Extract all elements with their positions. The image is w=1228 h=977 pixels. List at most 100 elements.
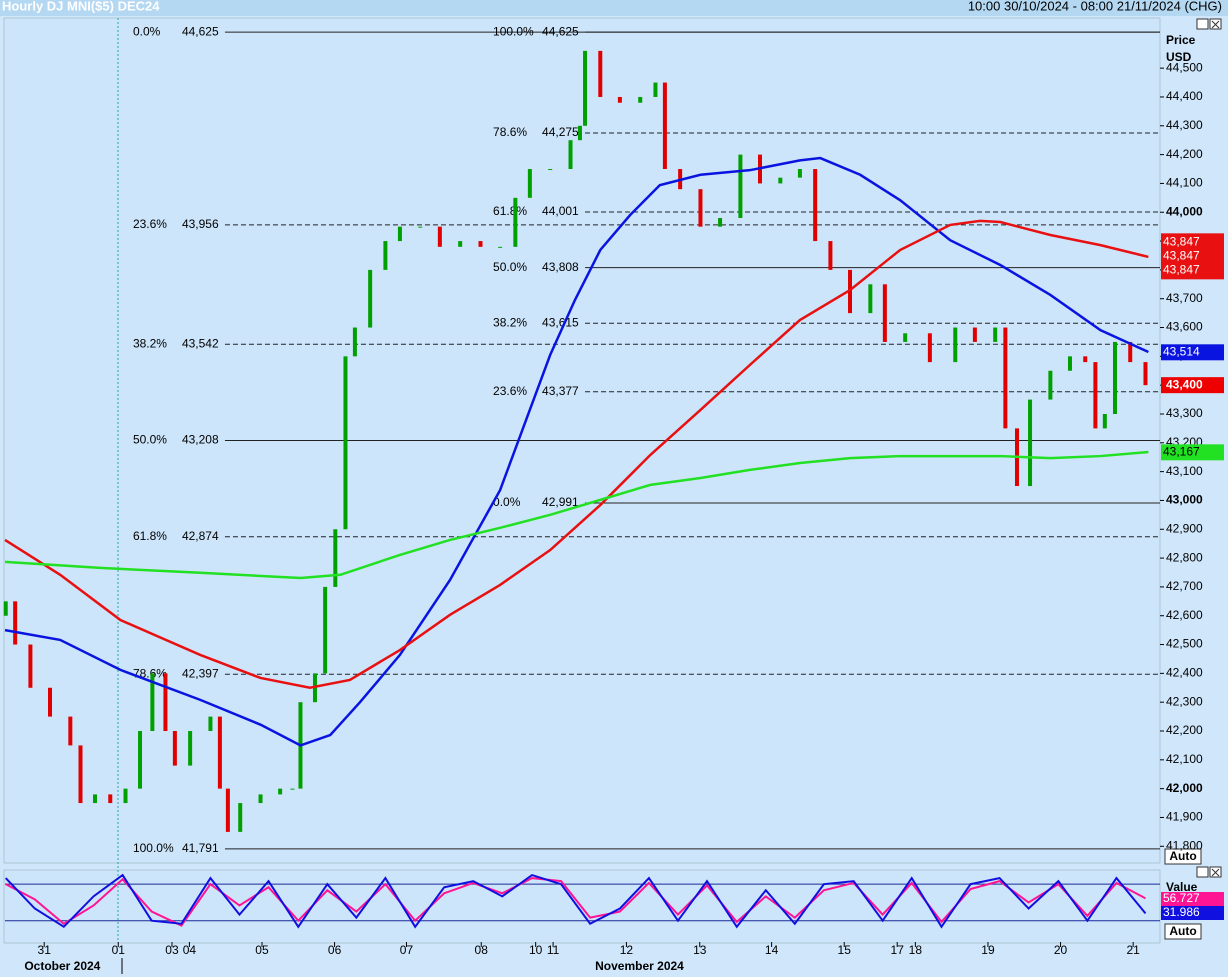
candle [662,82,667,170]
y-tick-label: 42,900 [1166,521,1203,535]
candle [813,169,818,242]
candle [68,716,73,746]
fib-percent: 50.0% [493,260,527,274]
y-tick-label: 44,500 [1166,60,1203,74]
candle [1067,356,1072,371]
fib-percent: 50.0% [133,433,167,447]
oscillator-line [5,873,1147,929]
candle [568,140,573,170]
fib-value: 41,791 [182,841,219,855]
candle [208,716,213,732]
auto-button[interactable] [1164,923,1202,940]
restore-button[interactable] [1196,18,1209,30]
fib-value: 43,615 [542,315,579,329]
fib-percent: 100.0% [133,841,174,855]
ma-value-label: 43,847 [1163,235,1200,249]
x-tick-label: 01 [112,943,126,957]
candle [163,673,168,732]
auto-label[interactable]: Auto [1169,924,1196,938]
candle [903,333,908,342]
ma-value-label: 43,514 [1163,344,1200,358]
y-tick-label: 44,300 [1166,118,1203,132]
candle [290,788,295,790]
ma-value-label: 43,847 [1163,263,1200,277]
fib-percent: 0.0% [133,24,161,38]
candle [868,284,873,314]
candle [138,731,143,789]
x-tick-label: 06 [328,943,342,957]
close-icon [1211,868,1220,877]
candle [383,241,388,270]
window-buttons[interactable] [1196,18,1222,878]
candle [188,731,193,766]
candle [172,731,177,766]
candle [150,673,155,732]
auto-label[interactable]: Auto [1169,849,1196,863]
x-tick-label: 14 [765,943,779,957]
close-icon [1211,20,1220,29]
candle [548,169,553,171]
x-tick-label: 15 [838,943,852,957]
x-tick-label: 13 [693,943,707,957]
candle [1143,362,1148,386]
restore-button[interactable] [1196,866,1209,878]
candle [617,96,622,103]
x-tick-label: 11 [547,943,560,957]
candle [583,50,588,126]
y-tick-label: 43,300 [1166,406,1203,420]
candle [368,269,373,328]
y-tick-label: 42,500 [1166,637,1203,651]
y-tick-label: 42,400 [1166,666,1203,680]
fib-percent: 38.2% [133,336,167,350]
value-title: Value [1166,880,1198,894]
ma-value-box [1161,233,1224,280]
candle [13,601,18,645]
candle [78,745,83,804]
oscillator-value-label: 31.986 [1163,905,1200,919]
fib-value: 44,625 [182,24,219,38]
moving-average [4,450,1149,580]
x-tick-label: 07 [400,943,414,957]
y-tick-label: 44,000 [1166,204,1203,218]
fib-value: 43,808 [542,260,579,274]
y-tick-label: 42,100 [1166,752,1203,766]
candle [48,687,53,717]
candle [478,241,483,247]
candle [498,246,503,248]
fib-percent: 61.8% [493,204,527,218]
last-price-label: 43,400 [1166,377,1203,391]
x-tick-label: 17 [891,943,905,957]
fib-value: 43,208 [182,433,219,447]
fib-percent: 23.6% [493,384,527,398]
y-tick-label: 44,200 [1166,147,1203,161]
y-tick-label: 42,300 [1166,694,1203,708]
candle [513,197,518,247]
candle [1093,362,1098,429]
candle [698,189,703,227]
y-tick-label: 43,600 [1166,320,1203,334]
y-tick-label: 41,800 [1166,838,1203,852]
ma-value-box [1161,344,1224,361]
candle [278,788,283,795]
candle [333,529,338,587]
oscillator-value-label: 56.727 [1163,891,1200,905]
y-tick-label: 42,700 [1166,579,1203,593]
y-tick-label: 42,200 [1166,723,1203,737]
auto-button[interactable] [1164,848,1202,865]
candle [352,327,357,357]
candle [653,82,658,97]
candle [323,586,328,674]
y-tick-label: 43,700 [1166,291,1203,305]
candle [1048,370,1053,400]
x-tick-label: 04 [183,943,197,957]
x-tick-label: 10 [529,943,543,957]
x-tick-label: 05 [255,943,269,957]
fib-percent: 38.2% [493,315,527,329]
candle [217,716,222,789]
x-tick-label: 12 [620,943,634,957]
candle [343,356,348,530]
candle [828,241,833,270]
oscillator-value-box [1161,906,1224,920]
